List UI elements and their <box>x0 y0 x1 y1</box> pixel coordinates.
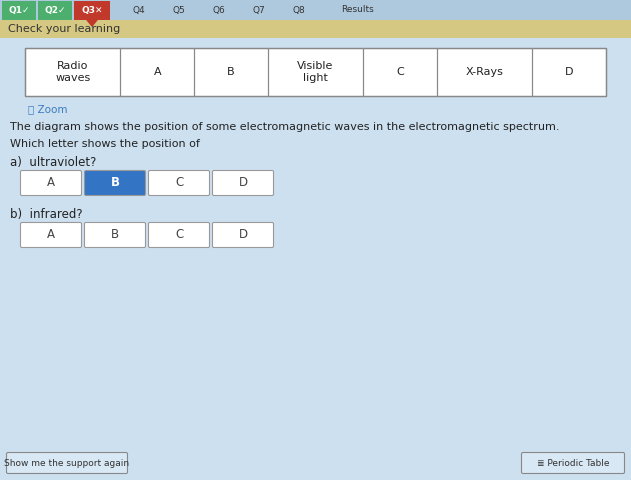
Bar <box>437 48 533 96</box>
Bar <box>363 48 437 96</box>
Text: D: D <box>239 228 247 241</box>
Text: A: A <box>47 228 55 241</box>
Text: Results: Results <box>341 5 374 14</box>
Text: 🔍 Zoom: 🔍 Zoom <box>28 104 68 114</box>
Text: B: B <box>110 177 119 190</box>
Bar <box>25 48 121 96</box>
FancyBboxPatch shape <box>6 453 127 473</box>
Bar <box>38 1 72 20</box>
Text: X-Rays: X-Rays <box>466 67 504 77</box>
Text: C: C <box>175 228 183 241</box>
Bar <box>74 1 110 20</box>
Bar <box>122 1 156 20</box>
Text: The diagram shows the position of some electromagnetic waves in the electromagne: The diagram shows the position of some e… <box>10 122 560 132</box>
Bar <box>121 48 194 96</box>
Text: b)  infrared?: b) infrared? <box>10 208 83 221</box>
Text: C: C <box>396 67 404 77</box>
Text: D: D <box>239 177 247 190</box>
Bar <box>2 1 36 20</box>
Text: Q4: Q4 <box>133 5 145 14</box>
Text: Q6: Q6 <box>213 5 225 14</box>
Text: Check your learning: Check your learning <box>8 24 121 34</box>
Text: Q3✕: Q3✕ <box>81 5 103 14</box>
Text: D: D <box>565 67 574 77</box>
Text: B: B <box>111 228 119 241</box>
Text: C: C <box>175 177 183 190</box>
Text: Q5: Q5 <box>173 5 186 14</box>
Bar <box>282 1 316 20</box>
Text: Q1✓: Q1✓ <box>8 5 30 14</box>
Bar <box>242 1 276 20</box>
Text: A: A <box>47 177 55 190</box>
Bar <box>202 1 236 20</box>
Text: Radio
waves: Radio waves <box>55 61 90 83</box>
Text: Visible
light: Visible light <box>297 61 334 83</box>
Bar <box>25 48 606 96</box>
FancyBboxPatch shape <box>213 170 273 195</box>
Text: Which letter shows the position of: Which letter shows the position of <box>10 139 200 149</box>
Text: a)  ultraviolet?: a) ultraviolet? <box>10 156 97 169</box>
Text: Q8: Q8 <box>293 5 305 14</box>
Text: Q7: Q7 <box>252 5 266 14</box>
FancyBboxPatch shape <box>85 170 146 195</box>
FancyBboxPatch shape <box>20 170 81 195</box>
Text: ≣ Periodic Table: ≣ Periodic Table <box>537 458 610 468</box>
Bar <box>268 48 363 96</box>
FancyBboxPatch shape <box>213 223 273 248</box>
FancyBboxPatch shape <box>148 223 209 248</box>
Text: Q2✓: Q2✓ <box>44 5 66 14</box>
FancyBboxPatch shape <box>521 453 625 473</box>
FancyBboxPatch shape <box>85 223 146 248</box>
Polygon shape <box>87 20 97 26</box>
Text: B: B <box>227 67 235 77</box>
FancyBboxPatch shape <box>20 223 81 248</box>
Bar <box>162 1 196 20</box>
FancyBboxPatch shape <box>148 170 209 195</box>
Bar <box>533 48 606 96</box>
Bar <box>0 0 631 20</box>
Text: A: A <box>153 67 161 77</box>
Text: Show me the support again: Show me the support again <box>4 458 129 468</box>
Bar <box>0 20 631 38</box>
Bar <box>194 48 268 96</box>
Bar <box>330 1 385 20</box>
